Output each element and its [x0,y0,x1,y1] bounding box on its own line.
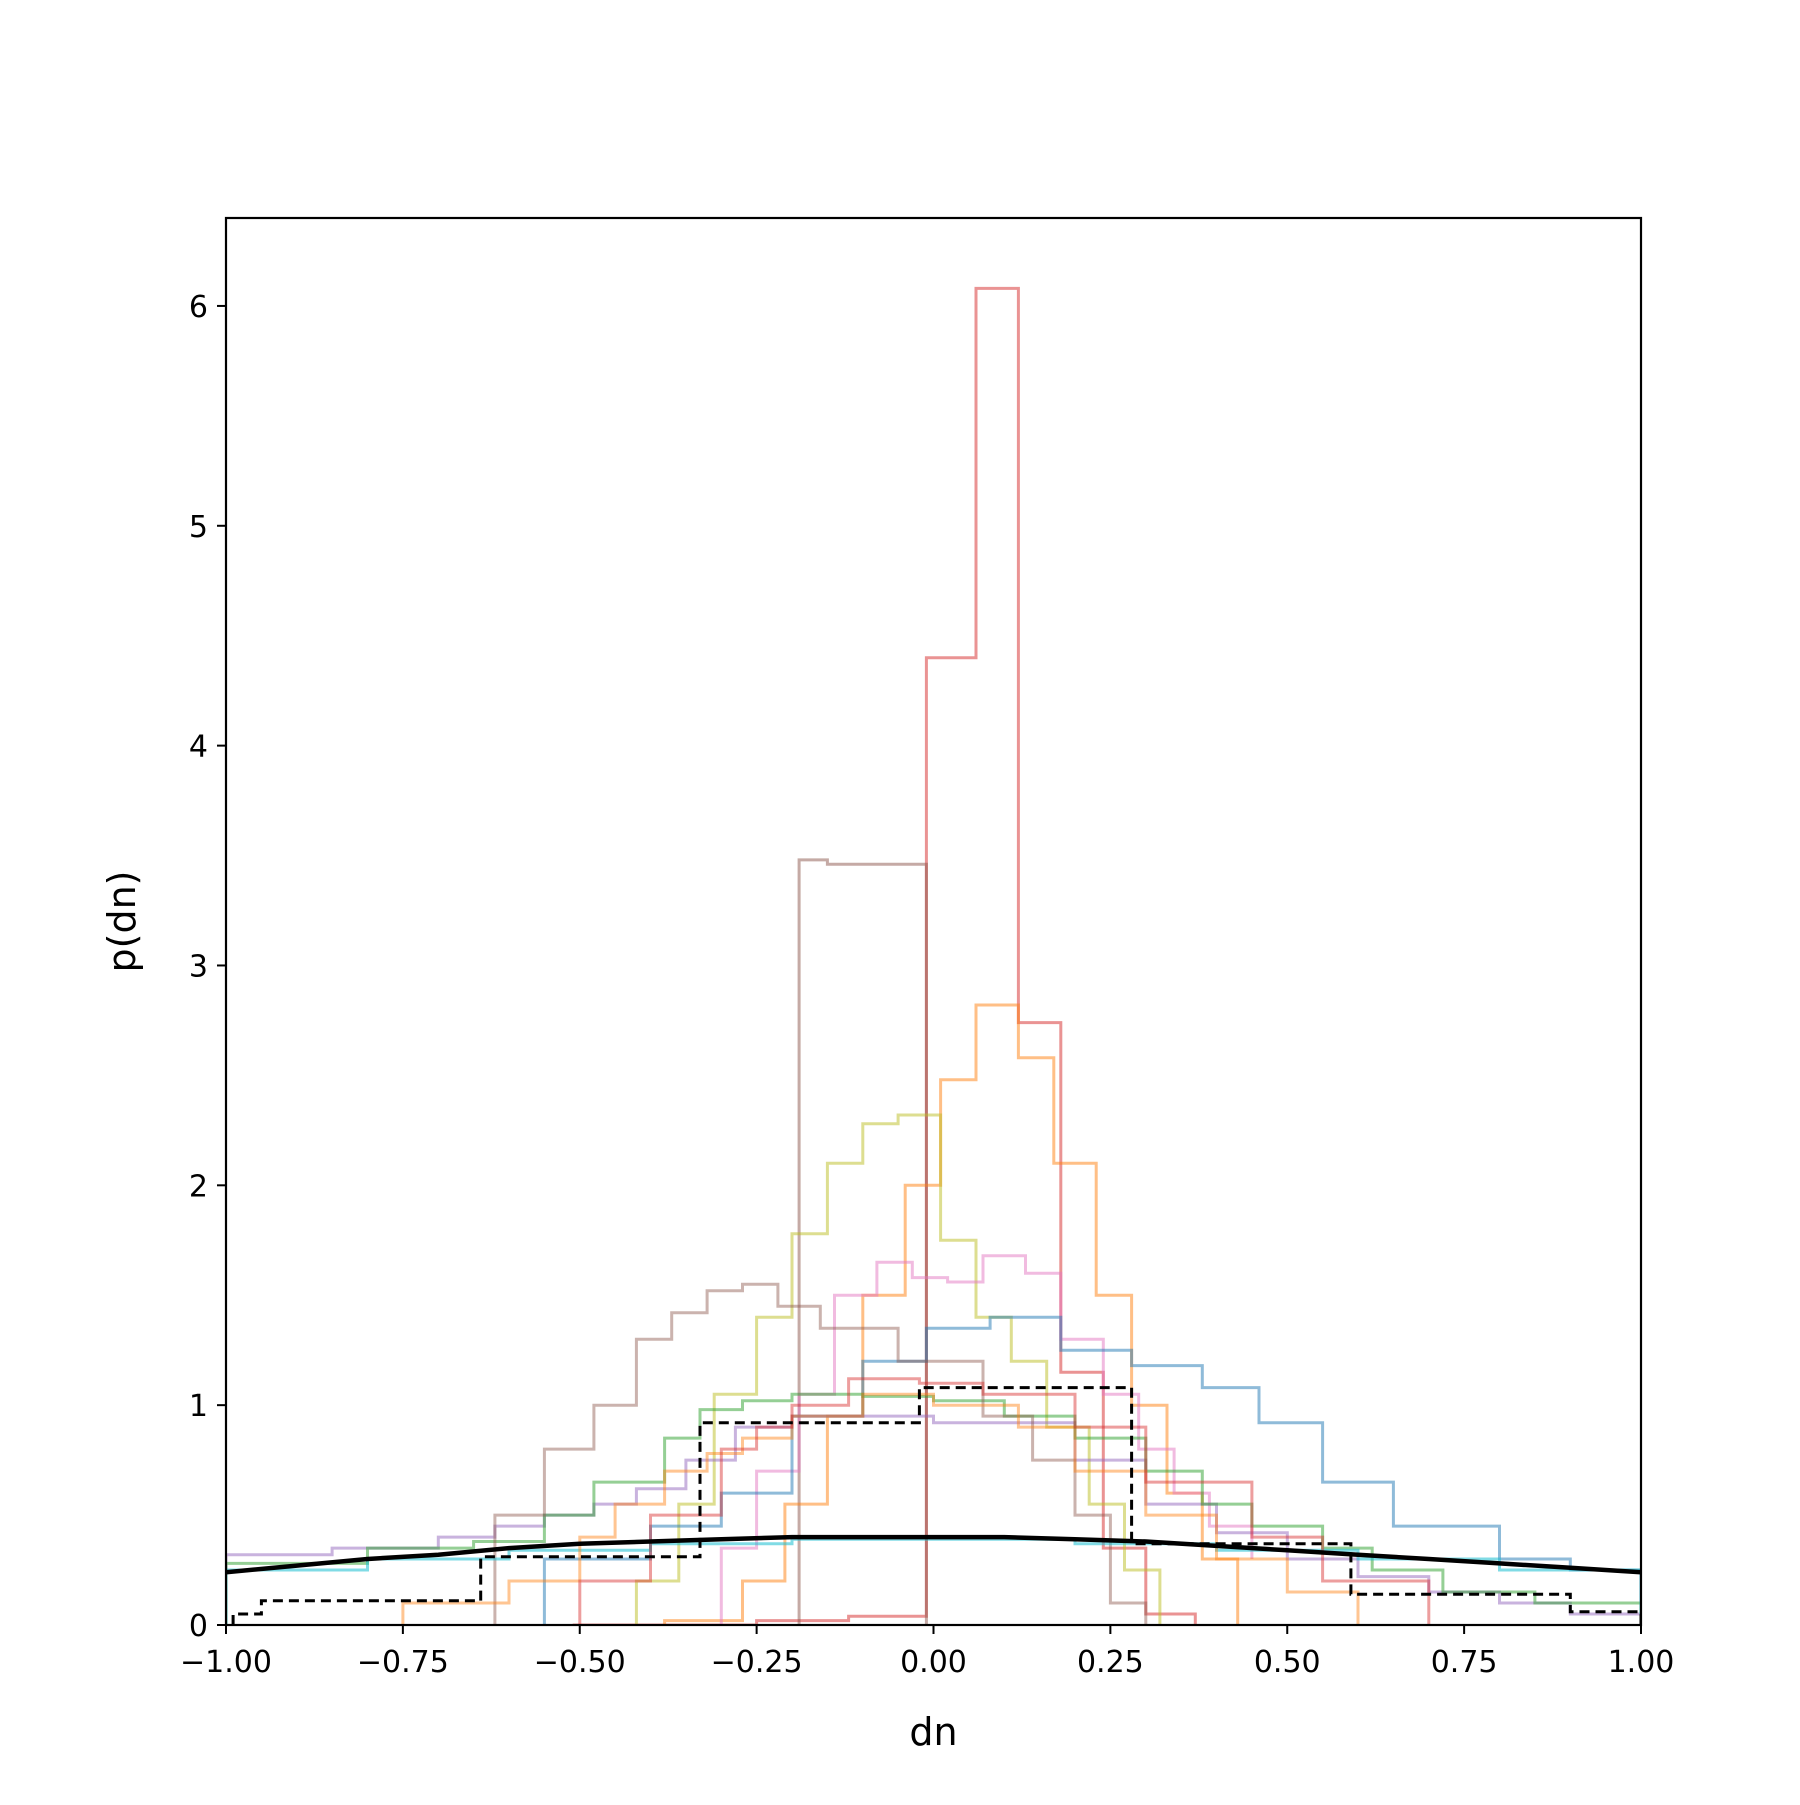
dashed-histogram [231,1386,1641,1625]
histogram-series-5 [719,1254,1254,1625]
y-tick-label: 0 [189,1609,208,1644]
x-tick-label: −1.00 [180,1645,272,1680]
histogram-series-3 [663,1003,1240,1625]
x-tick-label: 0.50 [1254,1645,1321,1680]
y-tick-label: 5 [189,510,208,545]
x-tick-label: −0.75 [357,1645,449,1680]
density-curve [226,1534,1641,1575]
histogram-series-6 [542,1315,1641,1625]
histogram-series-7 [226,1414,1641,1625]
overlay-layer [226,1386,1641,1625]
y-tick-label: 4 [189,730,208,765]
y-axis-label: p(dn) [100,871,144,973]
histogram-series-12 [578,1377,1431,1625]
x-tick-label: 0.25 [1077,1645,1144,1680]
x-tick-label: −0.25 [711,1645,803,1680]
y-tick-label: 1 [189,1389,208,1424]
histogram-series-11 [401,1392,1360,1625]
x-tick-label: 1.00 [1608,1645,1675,1680]
histogram-series-9 [493,1282,1148,1625]
x-axis-ticks: −1.00 −0.75 −0.50 −0.25 0.00 0.25 0.50 0.75 1.00 [180,1625,1674,1680]
y-axis-ticks: 0 1 2 3 4 5 6 [189,290,226,1644]
histogram-series-8 [226,1392,1641,1625]
y-tick-label: 6 [189,290,208,325]
x-tick-label: 0.75 [1431,1645,1498,1680]
x-tick-label: 0.00 [900,1645,967,1680]
x-axis-label: dn [909,1710,957,1754]
y-tick-label: 3 [189,949,208,984]
y-tick-label: 2 [189,1169,208,1204]
x-tick-label: −0.50 [534,1645,626,1680]
histogram-series-2 [797,858,928,1625]
histogram-series-1 [572,286,1197,1625]
histogram-series-4 [634,1113,1162,1625]
